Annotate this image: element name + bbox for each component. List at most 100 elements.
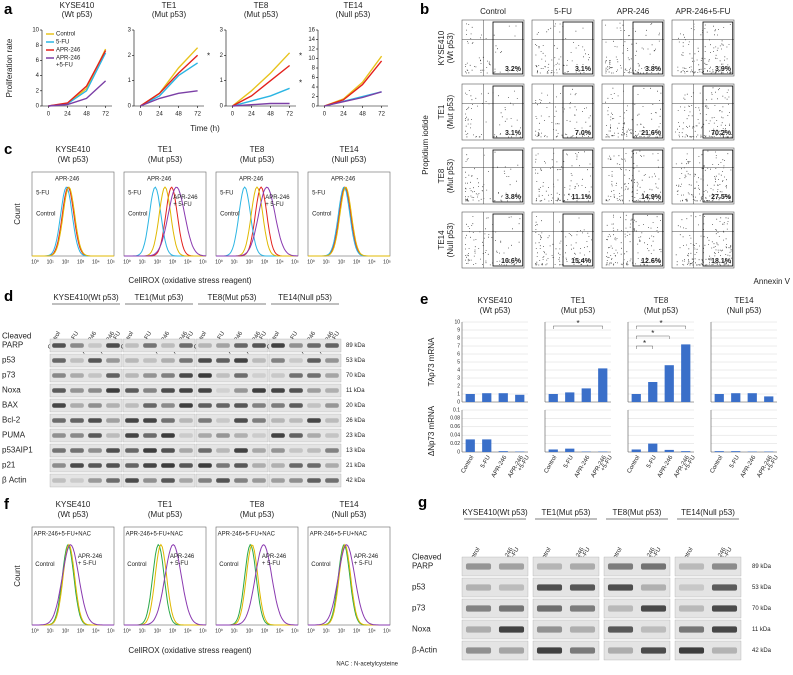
x-tick-label: 10² <box>62 259 70 265</box>
y-tick-label: 2 <box>457 383 460 389</box>
lane-label: 5-FU <box>214 331 226 346</box>
band <box>569 584 596 591</box>
row-label: p73 <box>412 604 426 613</box>
band <box>106 463 120 468</box>
x-tick-label: 10² <box>338 628 346 634</box>
band <box>271 403 285 408</box>
molecular-weight: 70 kDa <box>752 606 772 612</box>
y-tick-label: 0.06 <box>450 424 460 430</box>
y-tick-label: 14 <box>308 37 315 43</box>
gate-box <box>632 85 664 139</box>
gate-box <box>562 85 594 139</box>
band <box>711 563 738 570</box>
blot-strip <box>195 398 269 413</box>
band <box>143 448 157 453</box>
x-tick-label: 10⁴ <box>92 628 100 634</box>
bracket <box>636 325 686 329</box>
band <box>678 584 705 591</box>
dots <box>675 87 732 138</box>
bar <box>598 368 608 402</box>
band <box>179 433 193 438</box>
band <box>125 358 139 363</box>
y-tick-label: 0.02 <box>450 441 460 447</box>
band <box>106 343 120 348</box>
blot-strip <box>268 398 342 413</box>
bracket <box>553 325 603 329</box>
chart-title: (Mut p53) <box>152 10 187 19</box>
band <box>252 358 266 363</box>
chart-title: TE8 <box>654 296 669 305</box>
band <box>179 343 193 348</box>
x-tick-label: 5-FU <box>563 455 575 470</box>
percentage: 3.2% <box>505 66 522 73</box>
plot-frame <box>307 171 391 257</box>
bar <box>714 394 724 402</box>
chart-title: (Wt p53) <box>58 510 89 519</box>
chart-title: TE1 <box>158 145 173 154</box>
x-tick-label: 10² <box>246 628 254 634</box>
y-tick-label: 2 <box>36 88 40 94</box>
band <box>88 433 102 438</box>
annotation: * <box>299 52 302 61</box>
row-label: TE8 <box>437 168 446 183</box>
band <box>271 388 285 393</box>
band <box>161 463 175 468</box>
y-tick-label: 10 <box>32 28 39 34</box>
curve-label: APR-246 <box>262 554 287 560</box>
dots <box>465 23 518 74</box>
band <box>179 418 193 423</box>
band <box>465 626 492 633</box>
y-tick-label: 5 <box>457 359 460 365</box>
chart-title: TE14 <box>734 296 754 305</box>
y-tick-label: 1 <box>220 78 224 84</box>
curve-label: Control <box>220 212 239 218</box>
y-axis-label: ΔNp73 mRNA <box>427 405 436 456</box>
blot-strip <box>674 556 742 577</box>
series-line <box>232 87 290 107</box>
series-line <box>232 102 290 107</box>
y-axis-label: TAp73 mRNA <box>427 337 436 386</box>
row-label: p73 <box>2 371 16 380</box>
percentage: 7.0% <box>575 130 592 137</box>
blot-strip <box>268 428 342 443</box>
annotation: * <box>651 329 654 338</box>
band <box>88 448 102 453</box>
band <box>271 463 285 468</box>
band <box>325 388 339 393</box>
y-tick-label: 12 <box>308 47 315 53</box>
band <box>143 403 157 408</box>
band <box>143 388 157 393</box>
band <box>678 626 705 633</box>
annotation: * <box>576 319 579 328</box>
band <box>161 388 175 393</box>
x-tick-label: 10⁰ <box>307 628 315 634</box>
band <box>711 626 738 633</box>
percentage: 10.6% <box>501 258 522 265</box>
band <box>252 433 266 438</box>
band <box>125 478 139 483</box>
bar <box>681 451 691 452</box>
blot-strip <box>195 368 269 383</box>
curve-label: + 5-FU <box>265 202 284 208</box>
blot-strip <box>49 428 123 443</box>
band <box>161 478 175 483</box>
x-tick-label: 10³ <box>169 628 177 634</box>
y-tick-label: 6 <box>36 58 40 64</box>
band <box>88 388 102 393</box>
x-tick-label: 10³ <box>169 259 177 265</box>
blot-strip <box>268 458 342 473</box>
x-tick-label: 24 <box>248 112 255 118</box>
band <box>88 343 102 348</box>
lane-label: 5-FU <box>287 331 299 346</box>
band <box>52 448 66 453</box>
curve-label: Control <box>219 562 238 568</box>
blot-strip <box>49 413 123 428</box>
molecular-weight: 11 kDa <box>346 388 365 394</box>
band <box>271 358 285 363</box>
chart-title: KYSE410 <box>56 145 91 154</box>
series-line <box>324 91 382 107</box>
band <box>106 388 120 393</box>
y-tick-label: 0.04 <box>450 433 460 439</box>
group-header: TE8(Mut p53) <box>208 293 257 302</box>
blot-strip <box>195 428 269 443</box>
